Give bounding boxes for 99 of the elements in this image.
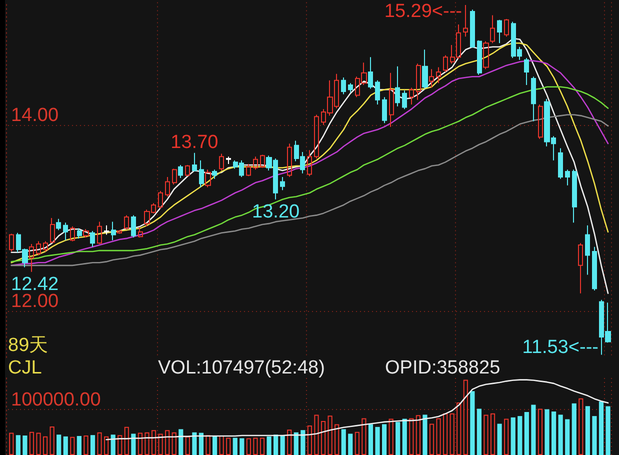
bar <box>518 416 522 455</box>
bar <box>192 432 197 455</box>
bar <box>544 409 550 455</box>
bar <box>354 432 360 455</box>
annotation: OPID:358825 <box>385 358 500 378</box>
bar <box>490 413 496 455</box>
bar <box>151 430 156 455</box>
bar <box>375 426 380 455</box>
bar <box>443 413 448 455</box>
bar <box>240 438 244 455</box>
bar <box>124 426 129 455</box>
bar <box>551 412 556 455</box>
bar <box>246 438 251 455</box>
bar <box>219 436 224 455</box>
bar <box>90 435 96 455</box>
annotation: VOL:107497(52:48) <box>158 358 325 378</box>
bar <box>29 432 34 455</box>
bar <box>63 436 68 455</box>
bar <box>368 424 374 455</box>
bar <box>198 432 204 455</box>
bar <box>388 418 394 455</box>
bar <box>138 432 143 455</box>
bar <box>592 416 597 455</box>
bar <box>9 432 14 455</box>
annotation: 11.53<--- <box>522 337 598 358</box>
bar <box>287 430 292 455</box>
bar <box>396 422 400 455</box>
bar <box>476 408 482 455</box>
bar <box>76 436 82 455</box>
bar <box>212 436 218 455</box>
bar <box>538 408 543 455</box>
bar <box>280 436 285 455</box>
bar <box>206 435 210 455</box>
bar <box>598 402 604 455</box>
bar <box>572 403 576 455</box>
bar <box>104 436 109 455</box>
annotation: 13.70 <box>170 132 218 153</box>
bar <box>470 391 475 455</box>
bar <box>341 429 346 455</box>
bar <box>36 432 41 455</box>
bar <box>402 418 407 455</box>
bar <box>260 438 265 455</box>
bar <box>510 417 516 455</box>
bar <box>565 419 570 455</box>
bar <box>84 436 88 455</box>
bar <box>253 438 258 455</box>
y-tick-label: 14.00 <box>11 104 59 126</box>
annotation: CJL <box>8 358 42 378</box>
bar <box>497 424 502 455</box>
bar <box>226 438 231 455</box>
bar <box>274 434 278 455</box>
bar <box>524 412 529 455</box>
bar <box>307 426 312 455</box>
annotation: 13.20 <box>252 201 300 222</box>
bar <box>409 418 414 455</box>
y-tick-label: 100000.00 <box>11 390 101 411</box>
bar <box>504 418 509 455</box>
bar <box>334 424 340 455</box>
bar <box>16 435 20 455</box>
bar <box>578 398 584 455</box>
bar <box>50 426 54 455</box>
bar <box>320 421 326 455</box>
bar <box>300 430 306 455</box>
bar <box>436 418 441 455</box>
bar <box>429 424 434 455</box>
bar <box>97 432 102 455</box>
bar <box>185 436 190 455</box>
bar <box>606 406 610 455</box>
bar <box>118 435 122 455</box>
bar <box>42 436 48 455</box>
bar <box>328 416 332 455</box>
bar <box>110 434 116 455</box>
bar <box>450 413 454 455</box>
bar <box>178 429 184 455</box>
bar <box>70 436 75 455</box>
bar <box>348 434 353 455</box>
bar <box>172 432 176 455</box>
annotation: 89天 <box>8 335 48 356</box>
annotation: 15.29<--- <box>384 1 462 22</box>
bar <box>56 434 62 455</box>
bar <box>131 434 136 455</box>
bar <box>22 436 28 455</box>
bar <box>314 414 319 455</box>
bar <box>531 404 536 455</box>
bar <box>266 436 272 455</box>
bar <box>416 415 420 455</box>
bar <box>456 402 462 455</box>
bar <box>422 414 428 455</box>
bar <box>362 418 366 455</box>
bar <box>294 432 298 455</box>
bar <box>585 406 590 455</box>
bar <box>382 424 387 455</box>
bar <box>484 414 488 455</box>
bar <box>232 438 238 455</box>
bar <box>165 430 170 455</box>
bar <box>144 432 150 455</box>
bar <box>463 380 468 455</box>
bar <box>158 434 163 455</box>
bar <box>558 414 563 455</box>
